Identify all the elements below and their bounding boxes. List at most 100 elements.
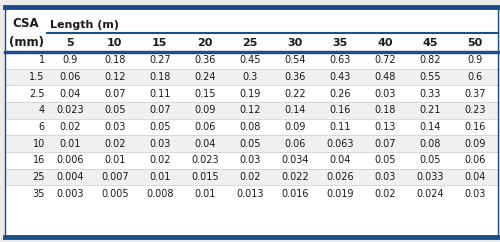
- Text: 0.72: 0.72: [374, 55, 396, 65]
- Text: 0.01: 0.01: [149, 172, 171, 182]
- Text: 0.18: 0.18: [149, 72, 171, 82]
- Text: 0.034: 0.034: [281, 155, 308, 165]
- Text: 5: 5: [66, 38, 74, 48]
- Text: 0.36: 0.36: [284, 72, 306, 82]
- Text: 0.07: 0.07: [104, 89, 126, 99]
- Text: 15: 15: [152, 38, 168, 48]
- Text: 0.43: 0.43: [329, 72, 350, 82]
- Text: 0.16: 0.16: [329, 105, 350, 115]
- Bar: [5, 85, 498, 102]
- Text: 0.05: 0.05: [374, 155, 396, 165]
- Text: 0.33: 0.33: [420, 89, 440, 99]
- Text: 30: 30: [288, 38, 302, 48]
- Text: 0.03: 0.03: [464, 189, 485, 199]
- Text: 45: 45: [422, 38, 438, 48]
- Text: 40: 40: [377, 38, 392, 48]
- Text: 0.016: 0.016: [281, 189, 308, 199]
- Bar: [5, 185, 498, 202]
- Text: 0.18: 0.18: [104, 55, 126, 65]
- Text: 0.14: 0.14: [420, 122, 440, 132]
- Text: 0.24: 0.24: [194, 72, 216, 82]
- Text: 0.015: 0.015: [191, 172, 218, 182]
- Text: 0.03: 0.03: [374, 172, 396, 182]
- Text: 0.36: 0.36: [194, 55, 216, 65]
- Text: 0.08: 0.08: [420, 139, 440, 149]
- Text: 50: 50: [468, 38, 482, 48]
- Text: 1.5: 1.5: [30, 72, 45, 82]
- Text: 0.013: 0.013: [236, 189, 264, 199]
- Text: 0.026: 0.026: [326, 172, 353, 182]
- Text: 0.14: 0.14: [284, 105, 306, 115]
- Text: 0.05: 0.05: [104, 105, 126, 115]
- Text: 0.18: 0.18: [374, 105, 396, 115]
- Text: 0.007: 0.007: [101, 172, 128, 182]
- Text: CSA: CSA: [13, 17, 40, 30]
- Text: 0.15: 0.15: [194, 89, 216, 99]
- Text: 0.11: 0.11: [149, 89, 171, 99]
- Text: 0.008: 0.008: [146, 189, 174, 199]
- Bar: [5, 52, 498, 69]
- Text: 0.01: 0.01: [59, 139, 80, 149]
- Text: 0.9: 0.9: [62, 55, 78, 65]
- Bar: [5, 119, 498, 135]
- Text: 0.07: 0.07: [149, 105, 171, 115]
- Text: 0.02: 0.02: [239, 172, 260, 182]
- Text: 0.02: 0.02: [374, 189, 396, 199]
- Text: 0.37: 0.37: [464, 89, 485, 99]
- Text: 0.003: 0.003: [56, 189, 84, 199]
- Text: 0.9: 0.9: [468, 55, 482, 65]
- Text: 0.05: 0.05: [419, 155, 440, 165]
- Text: 0.09: 0.09: [464, 139, 485, 149]
- Text: 0.11: 0.11: [329, 122, 350, 132]
- Text: 0.55: 0.55: [419, 72, 441, 82]
- Bar: [5, 135, 498, 152]
- Text: 0.01: 0.01: [104, 155, 126, 165]
- Text: 0.09: 0.09: [194, 105, 216, 115]
- Text: 0.02: 0.02: [149, 155, 171, 165]
- Text: 16: 16: [32, 155, 45, 165]
- Text: 0.033: 0.033: [416, 172, 444, 182]
- Text: 0.02: 0.02: [59, 122, 80, 132]
- Bar: [5, 69, 498, 85]
- Text: 0.05: 0.05: [239, 139, 260, 149]
- Text: 4: 4: [38, 105, 45, 115]
- Text: 0.03: 0.03: [239, 155, 260, 165]
- Text: 0.04: 0.04: [59, 89, 80, 99]
- Text: Length (m): Length (m): [50, 20, 119, 30]
- Text: 0.12: 0.12: [239, 105, 260, 115]
- Text: 0.006: 0.006: [56, 155, 84, 165]
- Text: 0.26: 0.26: [329, 89, 350, 99]
- Text: 2.5: 2.5: [30, 89, 45, 99]
- Text: 0.48: 0.48: [374, 72, 396, 82]
- Text: 0.13: 0.13: [374, 122, 396, 132]
- Text: 25: 25: [32, 172, 45, 182]
- Text: 0.22: 0.22: [284, 89, 306, 99]
- Text: 0.06: 0.06: [59, 72, 80, 82]
- Text: 0.16: 0.16: [464, 122, 485, 132]
- Text: 0.07: 0.07: [374, 139, 396, 149]
- Text: 0.03: 0.03: [104, 122, 126, 132]
- Text: 0.23: 0.23: [464, 105, 485, 115]
- Text: 6: 6: [38, 122, 45, 132]
- Text: 0.82: 0.82: [419, 55, 440, 65]
- Text: 0.06: 0.06: [464, 155, 485, 165]
- Text: 0.19: 0.19: [239, 89, 260, 99]
- Text: 0.63: 0.63: [329, 55, 350, 65]
- Text: 0.04: 0.04: [329, 155, 350, 165]
- Text: 0.09: 0.09: [284, 122, 306, 132]
- Text: 0.022: 0.022: [281, 172, 309, 182]
- Text: 10: 10: [32, 139, 45, 149]
- Bar: [5, 152, 498, 169]
- Text: 0.06: 0.06: [284, 139, 306, 149]
- Text: 0.005: 0.005: [101, 189, 128, 199]
- Bar: [5, 102, 498, 119]
- Text: 0.54: 0.54: [284, 55, 306, 65]
- Text: 0.02: 0.02: [104, 139, 126, 149]
- Text: 0.03: 0.03: [149, 139, 171, 149]
- Text: 1: 1: [38, 55, 45, 65]
- Text: 35: 35: [32, 189, 45, 199]
- Text: 0.12: 0.12: [104, 72, 126, 82]
- Text: 0.06: 0.06: [194, 122, 216, 132]
- Text: 0.05: 0.05: [149, 122, 171, 132]
- Text: 25: 25: [242, 38, 258, 48]
